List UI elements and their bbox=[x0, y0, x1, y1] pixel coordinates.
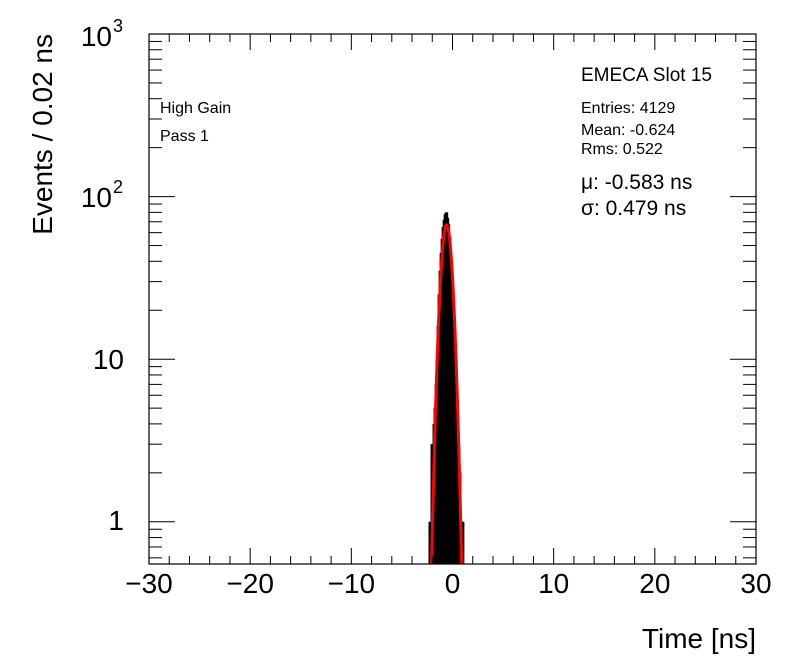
fit-mu: μ: -0.583 ns bbox=[581, 171, 692, 194]
pass-annotation: Pass 1 bbox=[160, 128, 209, 145]
x-tick-label: −20 bbox=[226, 568, 274, 599]
gain-annotation: High Gain bbox=[160, 100, 231, 117]
y-tick-label-1: 1 bbox=[108, 505, 124, 536]
y-tick-label-1000-exp: 3 bbox=[113, 16, 123, 36]
fit-sigma: σ: 0.479 ns bbox=[581, 197, 686, 220]
y-tick-label-1000: 10 bbox=[81, 21, 112, 52]
y-tick-label-100-exp: 2 bbox=[113, 177, 123, 197]
x-tick-label: 10 bbox=[538, 568, 569, 599]
x-tick-label: 30 bbox=[740, 568, 771, 599]
x-tick-label: −10 bbox=[328, 568, 376, 599]
mean-stat: Mean: -0.624 bbox=[581, 122, 675, 139]
entries-stat: Entries: 4129 bbox=[581, 100, 675, 117]
rms-stat: Rms: 0.522 bbox=[581, 141, 663, 158]
x-tick-label: 20 bbox=[639, 568, 670, 599]
fit-curve bbox=[430, 223, 464, 564]
plot-frame bbox=[148, 33, 757, 565]
x-tick-label: −30 bbox=[125, 568, 173, 599]
x-tick-label: 0 bbox=[445, 568, 461, 599]
y-tick-label-10: 10 bbox=[93, 344, 124, 375]
x-tick-labels: −30 −20 −10 0 10 20 30 bbox=[125, 568, 771, 599]
x-axis-label: Time [ns] bbox=[642, 623, 756, 654]
chart-title: EMECA Slot 15 bbox=[581, 65, 712, 86]
y-tick-label-100: 10 bbox=[81, 182, 112, 213]
y-axis-label: Events / 0.02 ns bbox=[27, 34, 58, 235]
